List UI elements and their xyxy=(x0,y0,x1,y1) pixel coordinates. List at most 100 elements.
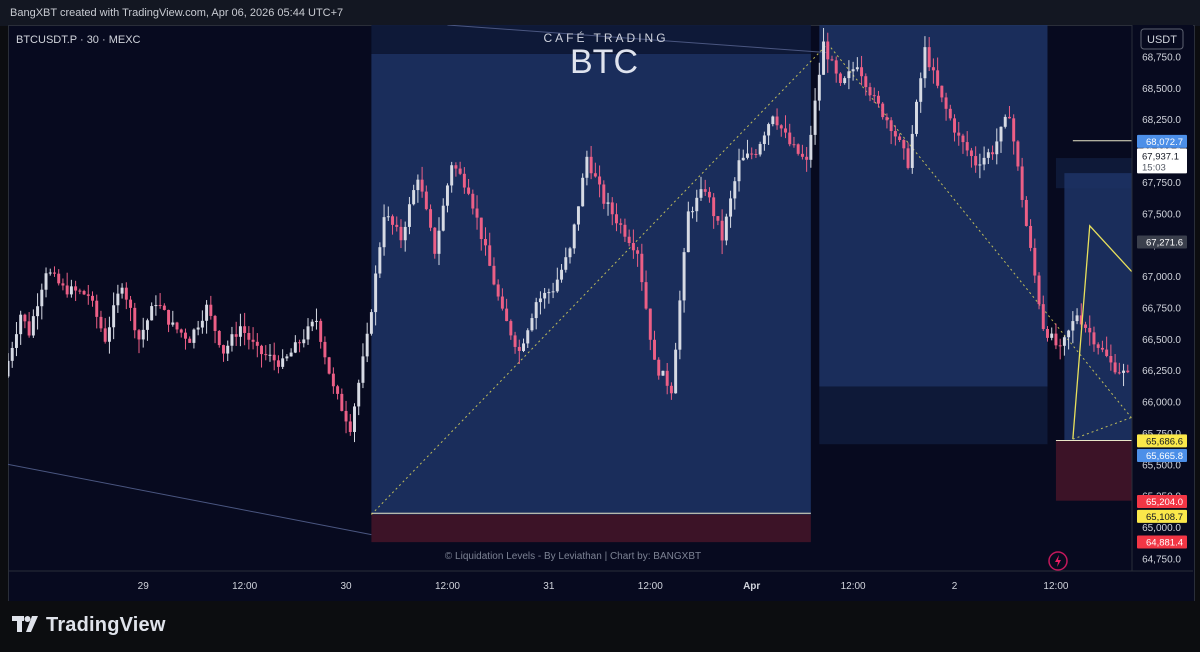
liquidation-box-7 xyxy=(1055,440,1132,501)
candle-body xyxy=(1020,166,1024,200)
candle-body xyxy=(1105,349,1109,357)
candle-body xyxy=(327,357,331,374)
candle-body xyxy=(336,386,340,394)
candle-body xyxy=(779,125,783,129)
candle-body xyxy=(141,329,145,340)
candle-body xyxy=(860,67,864,77)
candle-body xyxy=(378,247,382,274)
bolt-icon[interactable] xyxy=(1048,551,1068,571)
candle-body xyxy=(1122,370,1126,373)
candle-body xyxy=(665,370,669,386)
candle-body xyxy=(196,327,200,330)
candle-body xyxy=(881,103,885,118)
candle-body xyxy=(365,333,369,357)
candle-body xyxy=(944,97,948,109)
candle-body xyxy=(615,214,618,224)
candle-body xyxy=(251,339,255,342)
candle-body xyxy=(750,153,754,155)
candle-body xyxy=(10,347,14,361)
candle-body xyxy=(285,356,289,359)
candle-body xyxy=(344,410,348,422)
tradingview-logo[interactable]: TradingView xyxy=(12,612,166,638)
candle-body xyxy=(484,239,487,246)
time-tick-label: 12:00 xyxy=(1043,581,1068,592)
countdown-text: 15:03 xyxy=(1142,162,1166,173)
candle-body xyxy=(1071,321,1075,331)
candle-body xyxy=(522,343,525,351)
candle-body xyxy=(1126,370,1130,373)
candle-body xyxy=(399,226,403,241)
candle-body xyxy=(69,286,73,295)
candle-body xyxy=(44,273,48,290)
price-badge xyxy=(1137,494,1187,508)
candle-body xyxy=(910,133,914,168)
symbol-title: BTCUSDT.P · 30 · MEXC xyxy=(16,34,141,46)
price-badge-text: 65,665.8 xyxy=(1146,451,1183,462)
candle-body xyxy=(754,154,758,156)
candle-body xyxy=(1075,315,1079,322)
time-tick-label: 2 xyxy=(952,581,958,592)
candle-body xyxy=(310,321,314,327)
candle-body xyxy=(424,191,428,210)
price-tick-label: 67,000.0 xyxy=(1142,272,1181,283)
candle-body xyxy=(171,322,175,325)
candle-body xyxy=(923,47,927,79)
candle-body xyxy=(1058,345,1062,347)
candle-body xyxy=(644,282,648,309)
candle-body xyxy=(513,335,517,347)
candle-body xyxy=(226,345,230,354)
candle-body xyxy=(420,179,424,192)
candle-body xyxy=(1046,328,1049,338)
candle-body xyxy=(623,224,627,237)
currency-button[interactable] xyxy=(1140,28,1184,50)
candle-body xyxy=(969,150,973,157)
candle-body xyxy=(661,370,665,376)
candle-body xyxy=(547,292,551,294)
candle-body xyxy=(361,356,365,383)
candle-body xyxy=(636,250,640,254)
candle-body xyxy=(733,181,737,199)
price-badge-text: 68,072.7 xyxy=(1146,137,1183,148)
candle-body xyxy=(898,136,902,141)
tradingview-wordmark: TradingView xyxy=(46,613,166,636)
price-badge-text: 65,686.6 xyxy=(1146,436,1183,447)
candle-body xyxy=(855,67,859,70)
dark-box-4 xyxy=(819,386,1048,445)
candle-body xyxy=(851,69,855,72)
candle-body xyxy=(340,393,344,411)
candle-body xyxy=(509,321,513,336)
candle-body xyxy=(293,342,297,353)
candles-layer xyxy=(8,27,1130,443)
price-badge xyxy=(1137,535,1187,549)
candle-body xyxy=(19,314,23,335)
candle-body xyxy=(416,179,420,191)
price-badge xyxy=(1137,134,1187,148)
candle-body xyxy=(568,248,572,258)
footer xyxy=(0,601,1200,652)
candle-body xyxy=(805,156,809,160)
candle-body xyxy=(23,314,27,322)
candle-body xyxy=(610,202,614,215)
candle-body xyxy=(175,322,179,330)
candle-body xyxy=(927,47,931,68)
chart-canvas[interactable]: (68,077.8) CAFÉ TRADING BTC © Liquidatio… xyxy=(8,25,1193,601)
candle-body xyxy=(488,245,492,266)
candle-body xyxy=(112,305,116,328)
candle-body xyxy=(205,304,209,321)
candle-body xyxy=(53,272,56,274)
candle-body xyxy=(188,338,192,343)
currency-label[interactable]: USDT xyxy=(1147,34,1177,46)
candle-body xyxy=(234,334,238,337)
candle-body xyxy=(374,273,378,313)
candle-body xyxy=(775,116,779,126)
candle-body xyxy=(792,144,796,146)
candle-body xyxy=(314,320,318,322)
time-tick-label: 12:00 xyxy=(232,581,257,592)
candle-body xyxy=(1037,275,1041,305)
candle-body xyxy=(429,209,433,228)
price-badge xyxy=(1137,449,1187,463)
candle-body xyxy=(589,156,593,174)
candle-body xyxy=(382,217,386,248)
time-tick-label: Apr xyxy=(743,581,760,592)
candle-body xyxy=(124,287,128,300)
